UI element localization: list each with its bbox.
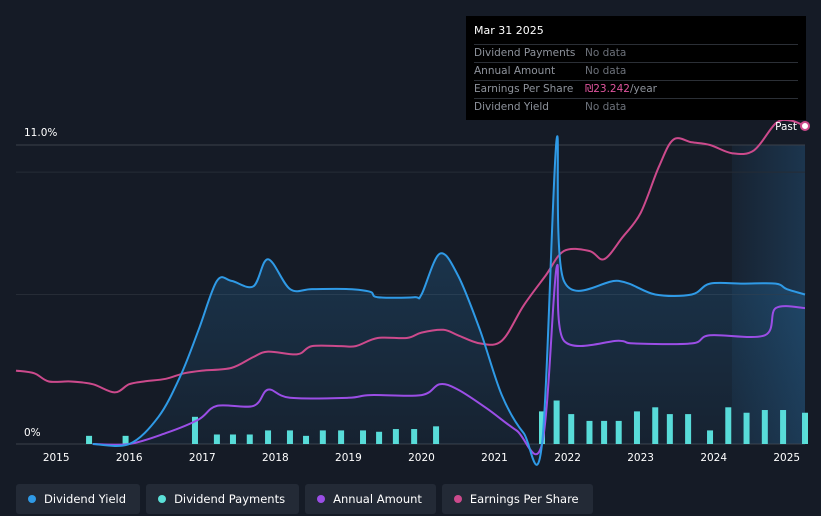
tooltip-label: Earnings Per Share: [474, 83, 574, 95]
legend-dot-icon: [317, 495, 326, 503]
tooltip-value: No data: [585, 65, 627, 77]
legend-item-earnings-per-share[interactable]: Earnings Per Share: [441, 484, 593, 514]
tooltip-row-earnings-per-share: Earnings Per Share ₪23.242/year: [474, 80, 798, 98]
tooltip-value: No data: [585, 47, 627, 59]
legend-label: Dividend Payments: [174, 492, 286, 506]
earnings-per-share-line: [15, 118, 806, 394]
eps-unit: /year: [629, 83, 657, 95]
x-axis-tick-label: 2018: [262, 452, 289, 464]
eps-current-marker[interactable]: [800, 120, 810, 131]
annual-amount-line: [92, 263, 806, 455]
tooltip-label: Dividend Payments: [474, 47, 576, 59]
chart-legend: Dividend Yield Dividend Payments Annual …: [16, 484, 593, 516]
dividend-yield-line: [92, 135, 806, 466]
tooltip-row-dividend-yield: Dividend Yield No data: [474, 98, 798, 116]
past-label: Past: [775, 121, 797, 133]
legend-item-annual-amount[interactable]: Annual Amount: [305, 484, 436, 514]
y-axis-bottom-label: 0%: [24, 427, 41, 439]
tooltip-value: No data: [585, 101, 627, 113]
x-axis-tick-label: 2023: [627, 452, 654, 464]
x-axis-tick-label: 2021: [481, 452, 508, 464]
tooltip-row-annual-amount: Annual Amount No data: [474, 62, 798, 80]
x-axis-tick-label: 2022: [554, 452, 581, 464]
tooltip-label: Annual Amount: [474, 65, 556, 77]
x-axis-tick-label: 2019: [335, 452, 362, 464]
x-axis-tick-label: 2020: [408, 452, 435, 464]
x-axis-tick-label: 2016: [116, 452, 143, 464]
dividend-payment-bar: [86, 435, 93, 444]
x-axis-tick-label: 2015: [43, 452, 70, 464]
legend-label: Annual Amount: [333, 492, 422, 506]
legend-item-dividend-yield[interactable]: Dividend Yield: [16, 484, 141, 514]
legend-dot-icon: [28, 495, 36, 503]
dividend-payment-bar: [539, 411, 545, 444]
eps-value: ₪23.242: [585, 83, 630, 95]
tooltip-row-dividend-payments: Dividend Payments No data: [474, 44, 798, 62]
legend-dot-icon: [453, 495, 462, 503]
legend-label: Earnings Per Share: [469, 492, 579, 506]
dividend-yield-area: [92, 136, 805, 465]
hover-tooltip: Mar 31 2025 Dividend Payments No data An…: [466, 16, 806, 120]
x-axis-tick-label: 2025: [773, 452, 800, 464]
tooltip-value: ₪23.242/year: [585, 81, 657, 98]
x-axis-tick-label: 2017: [189, 452, 216, 464]
dividend-payment-bar: [122, 435, 129, 444]
x-axis-tick-label: 2024: [700, 452, 727, 464]
legend-dot-icon: [158, 495, 167, 503]
legend-item-dividend-payments[interactable]: Dividend Payments: [146, 484, 300, 514]
tooltip-date: Mar 31 2025: [474, 24, 544, 37]
y-axis-top-label: 11.0%: [24, 127, 57, 139]
legend-label: Dividend Yield: [44, 492, 127, 506]
tooltip-label: Dividend Yield: [474, 101, 549, 113]
